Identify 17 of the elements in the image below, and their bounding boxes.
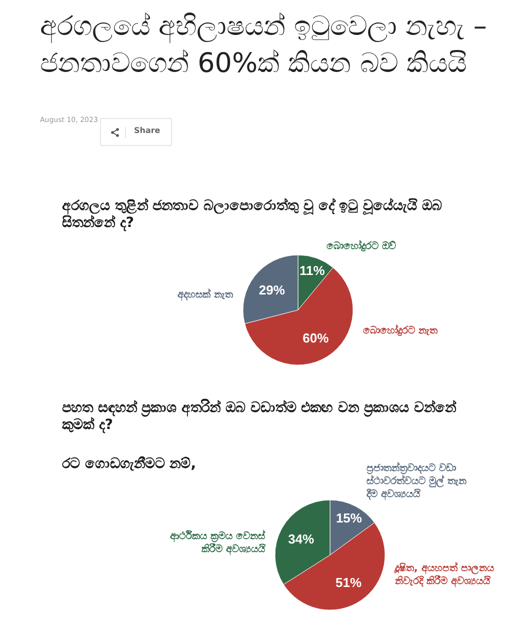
chart-title: පහත සඳහන් ප්‍රකාශ අතරින් ඔබ වඩාත්ම එකඟ වන ප්‍රකාශය වන්නේ කුමක් ද? — [62, 400, 458, 434]
slice-label: බොහෝදුරට ඔව් — [326, 240, 398, 253]
slice-label: අදහසක් නැත — [176, 288, 233, 302]
slice-label: දූෂිත, අයහපත් පාලනය නිවැරදි කිරීම අවශ්‍යයයි — [395, 562, 495, 588]
slice-label: බොහෝදුරට නැත — [363, 324, 438, 338]
chart-subtitle: රට ගොඩගැනීමට නම්, — [62, 456, 198, 473]
data-label: 29% — [258, 282, 286, 298]
text: අරගලයේ අභිලාෂයන් ඉටුවෙලා නැහැ – ජනතාවගෙන් 60%ක් කියන බව කියයි — [40, 10, 488, 81]
slice-label: ප්‍රජාතන්ත්‍රවාදයට වඩා ස්ථාවරත්වයට මුල් තැන දීම අවශ්‍යයයි — [366, 462, 468, 501]
share-button: Share — [100, 118, 172, 146]
data-label: 34% — [288, 532, 315, 547]
data-label: 60% — [302, 330, 330, 346]
chart-title: අරගලය තුළින් ජනතාව බලාපොරොත්තු වූ දේ ඉටු වූයේයැයි ඔබ සිතන්නේ ද? — [62, 198, 443, 232]
data-label: 11% — [300, 263, 326, 278]
slice-label: ආර්ථිකය ක්‍රමය වෙනස් කිරීම අවශ්‍යයයි — [169, 530, 265, 556]
data-label: 15% — [336, 510, 362, 526]
data-label: 51% — [336, 574, 362, 590]
